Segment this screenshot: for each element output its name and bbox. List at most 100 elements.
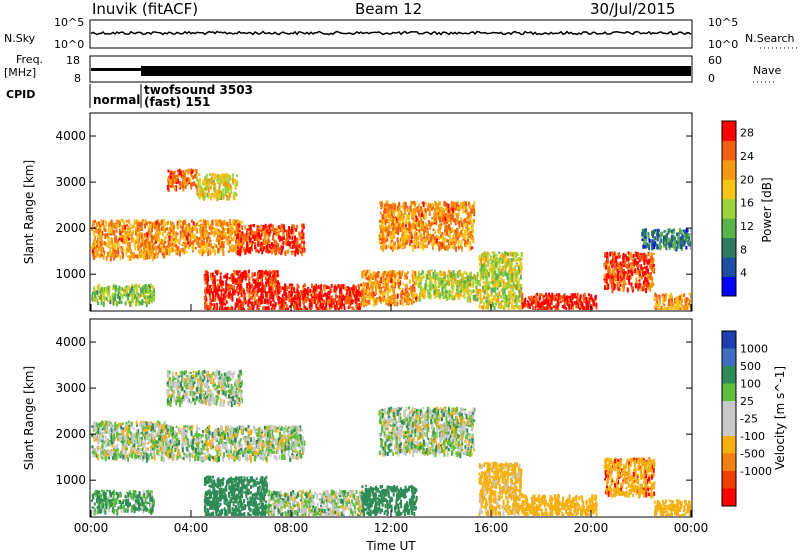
heatmap-cell	[387, 213, 390, 217]
heatmap-cell	[137, 238, 140, 244]
heatmap-cell	[376, 297, 379, 301]
heatmap-cell	[451, 285, 454, 289]
heatmap-cell	[149, 231, 152, 238]
heatmap-cell	[394, 209, 397, 213]
heatmap-cell	[300, 298, 303, 301]
heatmap-cell	[261, 244, 264, 249]
heatmap-cell	[92, 249, 94, 253]
heatmap-cell	[447, 215, 450, 218]
heatmap-cell	[503, 253, 506, 259]
heatmap-cell	[138, 284, 141, 287]
heatmap-cell	[110, 239, 113, 245]
heatmap-cell	[419, 242, 422, 245]
heatmap-cell	[373, 270, 376, 275]
heatmap-cell	[179, 235, 182, 239]
heatmap-cell	[496, 293, 499, 297]
heatmap-cell	[315, 293, 318, 297]
heatmap-cell	[378, 240, 381, 245]
heatmap-cell	[100, 286, 103, 292]
heatmap-cell	[234, 184, 237, 190]
heatmap-cell	[182, 170, 185, 174]
cpid-panel: CPID normal twofsound 3503 (fast) 151	[6, 83, 253, 109]
heatmap-cell	[335, 300, 338, 306]
heatmap-cell	[214, 297, 217, 301]
heatmap-cell	[471, 228, 474, 235]
heatmap-cell	[244, 249, 247, 255]
heatmap-cell	[208, 285, 211, 289]
heatmap-cell	[255, 284, 257, 289]
heatmap-cell	[410, 289, 413, 293]
heatmap-cell	[219, 272, 222, 275]
heatmap-cell	[294, 291, 297, 294]
heatmap-cell	[256, 304, 259, 307]
heatmap-cell	[129, 249, 132, 255]
heatmap-cell	[277, 245, 280, 252]
heatmap-cell	[137, 253, 140, 260]
heatmap-cell	[202, 246, 205, 250]
heatmap-cell	[382, 296, 384, 302]
heatmap-cell	[468, 218, 471, 225]
heatmap-cell	[476, 282, 479, 286]
heatmap-cell	[434, 274, 437, 280]
heatmap-cell	[507, 304, 510, 310]
heatmap-cell	[257, 271, 260, 275]
heatmap-cell	[226, 272, 229, 276]
heatmap-cell	[151, 244, 154, 249]
heatmap-cell	[131, 251, 134, 258]
heatmap-cell	[313, 298, 316, 304]
heatmap-cell	[231, 277, 234, 282]
heatmap-cell	[209, 226, 212, 231]
heatmap-cell	[249, 237, 252, 243]
heatmap-cell	[501, 265, 504, 272]
heatmap-cell	[177, 219, 180, 222]
heatmap-cell	[247, 289, 250, 294]
heatmap-cell	[212, 192, 215, 196]
heatmap-cell	[164, 240, 167, 244]
heatmap-cell	[355, 301, 358, 304]
heatmap-cell	[508, 278, 511, 282]
heatmap-cell	[457, 273, 460, 279]
heatmap-cell	[269, 287, 272, 290]
heatmap-cell	[492, 263, 495, 269]
heatmap-cell	[120, 228, 123, 232]
heatmap-cell	[284, 301, 287, 304]
nave-tick-bottom: 0	[708, 72, 715, 85]
heatmap-cell	[102, 255, 105, 260]
heatmap-cell	[186, 236, 188, 241]
heatmap-cell	[216, 178, 219, 181]
heatmap-cell	[334, 306, 337, 310]
heatmap-cell	[221, 173, 224, 178]
heatmap-cell	[432, 233, 434, 237]
heatmap-cell	[214, 184, 217, 189]
heatmap-cell	[303, 240, 306, 245]
heatmap-cell	[291, 240, 294, 244]
heatmap-cell	[399, 299, 402, 305]
heatmap-cell	[407, 301, 410, 306]
heatmap-cell	[231, 177, 234, 180]
heatmap-cell	[517, 277, 520, 283]
heatmap-cell	[216, 227, 218, 232]
heatmap-cell	[242, 275, 245, 279]
heatmap-cell	[239, 280, 242, 284]
heatmap-cell	[344, 299, 347, 305]
heatmap-cell	[368, 287, 371, 291]
heatmap-cell	[387, 244, 390, 249]
heatmap-cell	[151, 241, 154, 245]
heatmap-cell	[486, 270, 489, 276]
heatmap-cell	[506, 264, 509, 268]
heatmap-cell	[115, 249, 118, 255]
heatmap-cell	[175, 179, 178, 184]
heatmap-cell	[461, 282, 464, 289]
heatmap-cell	[104, 228, 107, 232]
heatmap-cell	[115, 223, 118, 228]
heatmap-cell	[260, 269, 263, 273]
heatmap-cell	[356, 303, 358, 306]
heatmap-cell	[95, 240, 98, 244]
heatmap-cell	[349, 299, 352, 306]
heatmap-cell	[293, 240, 296, 246]
heatmap-cell	[378, 219, 381, 223]
heatmap-cell	[272, 303, 274, 306]
heatmap-cell	[297, 307, 299, 310]
heatmap-cell	[250, 229, 253, 236]
heatmap-cell	[248, 282, 251, 287]
